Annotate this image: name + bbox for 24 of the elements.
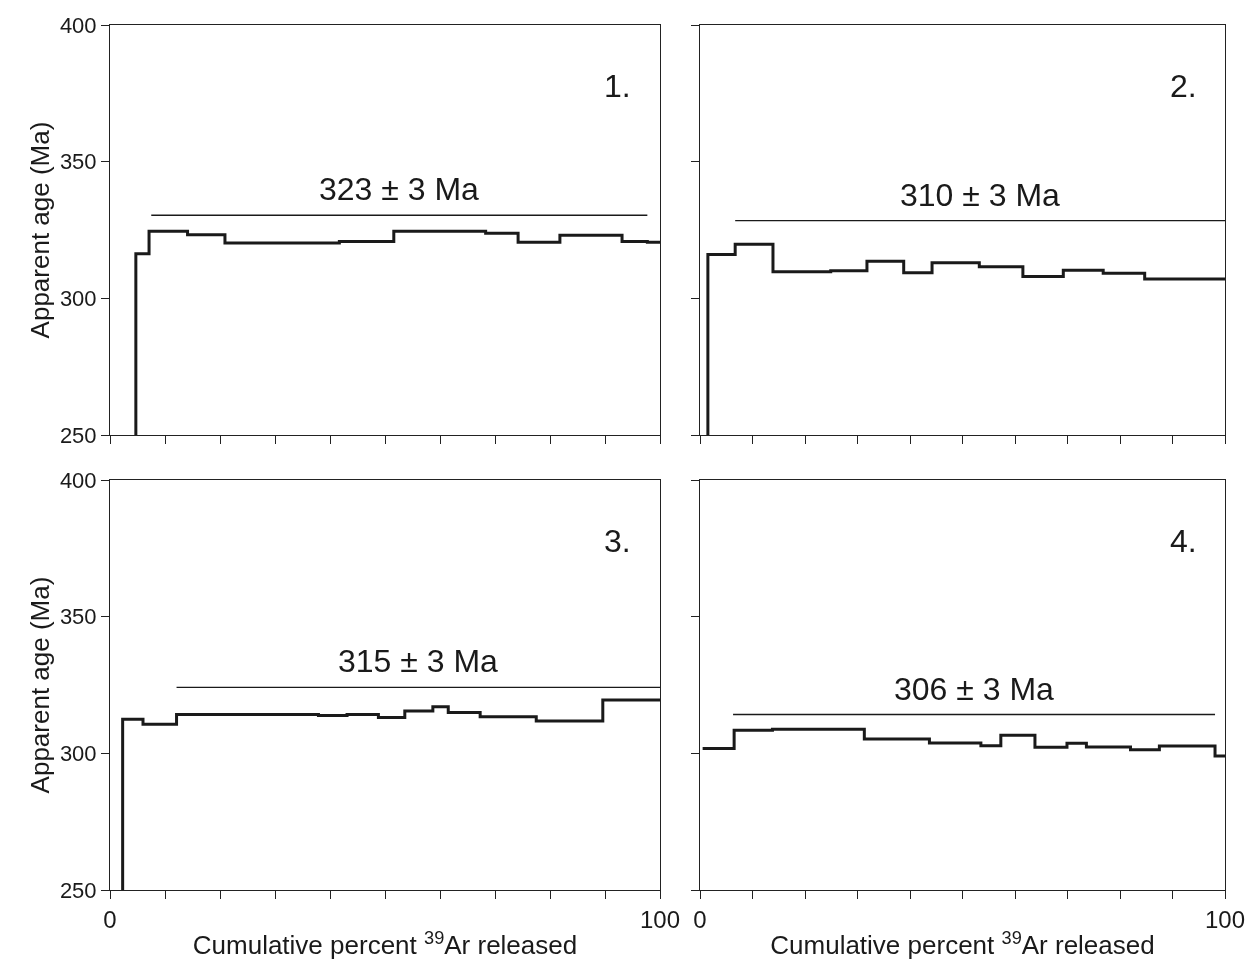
annotation: 310 ± 3 Ma <box>900 177 1061 213</box>
annotation: 3. <box>604 523 631 559</box>
y-tick-label: 250 <box>59 422 97 448</box>
annotation: 323 ± 3 Ma <box>319 171 480 207</box>
x-tick-label: 100 <box>639 905 681 933</box>
x-tick-label: 0 <box>103 905 117 933</box>
y-tick-label: 300 <box>59 286 97 312</box>
x-tick-label: 0 <box>693 905 707 933</box>
annotation: 1. <box>604 68 631 104</box>
y-tick-label: 250 <box>59 877 97 903</box>
y-tick-label: 400 <box>59 12 97 38</box>
x-axis-title: Cumulative percent $^{39}$Ar released <box>192 927 578 961</box>
y-tick-label: 350 <box>59 149 97 175</box>
annotation: 315 ± 3 Ma <box>338 643 499 679</box>
y-axis-title: Apparent age (Ma) <box>25 576 56 794</box>
y-axis-title: Apparent age (Ma) <box>25 121 56 339</box>
y-tick-label: 350 <box>59 604 97 630</box>
annotation: 2. <box>1170 68 1197 104</box>
annotation: 4. <box>1170 523 1197 559</box>
annotation: 306 ± 3 Ma <box>894 671 1055 707</box>
y-tick-label: 300 <box>59 741 97 767</box>
x-axis-title: Cumulative percent $^{39}$Ar released <box>770 927 1155 961</box>
y-tick-label: 400 <box>59 467 97 493</box>
x-tick-label: 100 <box>1204 905 1246 933</box>
